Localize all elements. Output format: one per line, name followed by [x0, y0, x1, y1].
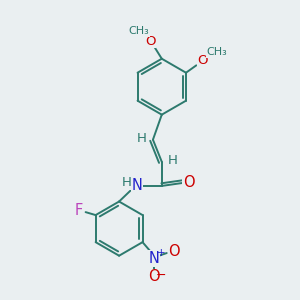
Text: H: H [137, 132, 147, 145]
Text: O: O [183, 175, 195, 190]
Text: O: O [168, 244, 180, 259]
Text: H: H [122, 176, 131, 189]
Text: H: H [168, 154, 178, 167]
Text: +: + [157, 248, 165, 258]
Text: −: − [155, 269, 166, 282]
Text: F: F [74, 203, 83, 218]
Text: N: N [131, 178, 142, 194]
Text: CH₃: CH₃ [206, 47, 227, 57]
Text: O: O [148, 269, 160, 284]
Text: N: N [149, 251, 160, 266]
Text: CH₃: CH₃ [129, 26, 149, 36]
Text: O: O [197, 54, 208, 67]
Text: O: O [145, 34, 155, 48]
